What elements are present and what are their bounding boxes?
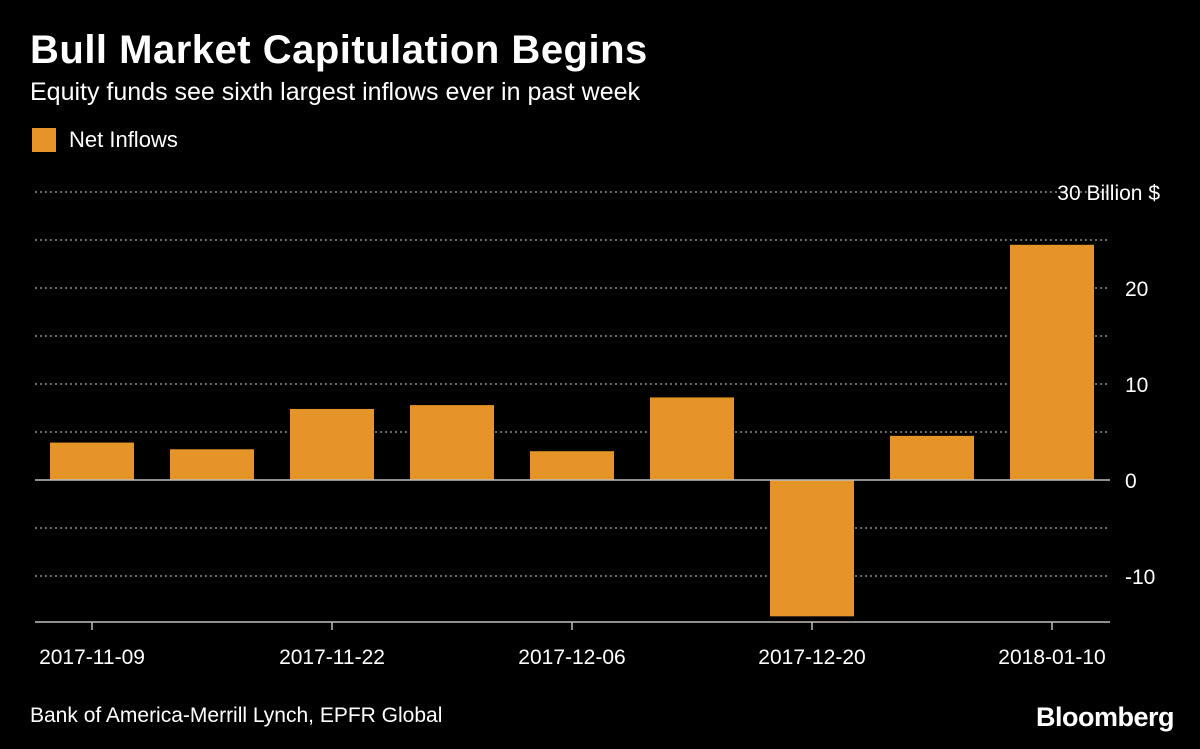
y-unit-label: 30 Billion $ [1057, 182, 1160, 205]
bar-2017-11-29 [410, 405, 494, 480]
bloomberg-logo: Bloomberg [1035, 702, 1175, 732]
legend-label-net-inflows: Net Inflows [69, 127, 178, 152]
bar-2017-12-06 [530, 451, 614, 480]
chart-legend: Net Inflows [32, 127, 178, 153]
bar-2018-01-10 [1010, 244, 1094, 480]
bar-2018-01-03 [890, 435, 974, 480]
bar-2017-11-15 [170, 449, 254, 480]
chart-subtitle: Equity funds see sixth largest inflows e… [30, 78, 641, 106]
legend-swatch-net-inflows [32, 128, 56, 152]
x-tick-label-2018-01-10: 2018-01-10 [998, 646, 1105, 669]
bar-2017-11-09 [50, 442, 134, 480]
x-tick-label-2017-11-22: 2017-11-22 [279, 646, 385, 669]
bar-2017-12-13 [650, 397, 734, 480]
x-tick-label-2017-12-20: 2017-12-20 [758, 646, 865, 669]
y-tick-label-20: 20 [1125, 278, 1148, 301]
x-tick-label-2017-11-09: 2017-11-09 [39, 646, 145, 669]
x-tick-label-2017-12-06: 2017-12-06 [518, 646, 625, 669]
y-tick-label-0: 0 [1125, 470, 1137, 493]
bar-2017-12-20 [770, 480, 854, 617]
bar-2017-11-22 [290, 408, 374, 480]
y-tick-label-10: 10 [1125, 374, 1148, 397]
source-note: Bank of America-Merrill Lynch, EPFR Glob… [30, 704, 443, 727]
y-tick-label--10: -10 [1125, 566, 1155, 589]
chart-title: Bull Market Capitulation Begins [30, 28, 648, 72]
